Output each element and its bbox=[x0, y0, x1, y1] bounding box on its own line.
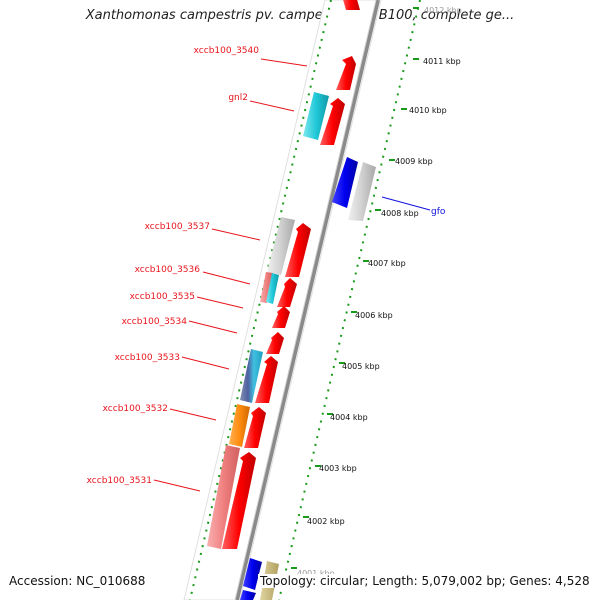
kbp-label: 4003 kbp bbox=[319, 464, 357, 473]
kbp-label: 4010 kbp bbox=[409, 106, 447, 115]
forward-strand-genes[interactable] bbox=[222, 0, 360, 549]
kbp-label: 4012 kbp bbox=[424, 6, 462, 15]
gene-label-xccb100-3531[interactable]: xccb100_3531 bbox=[87, 476, 152, 486]
gene-arrow-forward[interactable] bbox=[320, 98, 345, 145]
gene-arrow-forward[interactable] bbox=[255, 356, 278, 403]
backbone-highlight bbox=[234, 0, 377, 600]
leader-line bbox=[169, 408, 217, 421]
gene-arrow-forward[interactable] bbox=[272, 306, 290, 328]
leader-line bbox=[260, 58, 308, 67]
gene-arrow-forward[interactable] bbox=[277, 278, 297, 307]
gene-arrow-forward[interactable] bbox=[266, 332, 284, 354]
gene-block-cyan[interactable] bbox=[303, 92, 329, 140]
kbp-label: 4006 kbp bbox=[355, 311, 393, 320]
reverse-strand-genes[interactable] bbox=[207, 92, 376, 600]
gene-arrow-forward[interactable] bbox=[222, 452, 256, 549]
kbp-label: 4001 kbp bbox=[297, 569, 335, 578]
gene-arrow-reverse[interactable] bbox=[240, 590, 256, 600]
gene-label-xccb100-3534[interactable]: xccb100_3534 bbox=[122, 317, 188, 327]
kbp-label: 4002 kbp bbox=[307, 517, 345, 526]
gene-block-pink[interactable] bbox=[207, 445, 240, 549]
gene-label-xccb100-3532[interactable]: xccb100_3532 bbox=[103, 404, 168, 414]
gene-label-xccb100-3536[interactable]: xccb100_3536 bbox=[135, 265, 201, 275]
kbp-label: 4011 kbp bbox=[423, 57, 461, 66]
leader-line bbox=[153, 479, 201, 492]
gene-arrow-reverse[interactable] bbox=[332, 157, 358, 208]
leader-line bbox=[202, 271, 251, 285]
gene-block-grey[interactable] bbox=[348, 162, 376, 221]
gene-arrow-forward[interactable] bbox=[244, 407, 266, 448]
gc-content-track-right bbox=[278, 0, 421, 600]
kbp-label: 4008 kbp bbox=[381, 209, 419, 218]
gene-label-xccb100-3535[interactable]: xccb100_3535 bbox=[130, 292, 195, 302]
gene-label-group[interactable]: xccb100_3540 gnl2 gfo xccb100_3537 xccb1… bbox=[87, 46, 446, 492]
gene-block-grey[interactable] bbox=[267, 217, 295, 275]
gene-label-xccb100-3540[interactable]: xccb100_3540 bbox=[194, 46, 260, 56]
gene-block-cyan[interactable] bbox=[266, 273, 279, 304]
gene-arrow-forward[interactable] bbox=[285, 223, 311, 277]
gene-label-gnl2[interactable]: gnl2 bbox=[228, 93, 248, 103]
leader-line bbox=[188, 320, 238, 334]
kbp-label: 4005 kbp bbox=[342, 362, 380, 371]
gene-block-mixed[interactable] bbox=[240, 349, 263, 403]
leader-line bbox=[381, 196, 431, 211]
leader-line bbox=[196, 296, 244, 309]
kbp-label: 4004 kbp bbox=[330, 413, 368, 422]
gene-label-xccb100-3537[interactable]: xccb100_3537 bbox=[145, 222, 210, 232]
leader-line bbox=[181, 356, 230, 370]
gene-label-xccb100-3533[interactable]: xccb100_3533 bbox=[115, 353, 180, 363]
kbp-tick-group: 4012 kbp 4011 kbp 4010 kbp 4009 kbp 4008… bbox=[291, 6, 462, 578]
accession-label: Accession: NC_010688 bbox=[7, 574, 148, 588]
gene-label-gfo[interactable]: gfo bbox=[431, 207, 446, 217]
backbone-line bbox=[235, 0, 380, 600]
gene-arrow-forward[interactable] bbox=[342, 0, 360, 10]
kbp-label: 4009 kbp bbox=[395, 157, 433, 166]
leader-line bbox=[249, 100, 295, 112]
gene-arrow-reverse[interactable] bbox=[243, 558, 262, 590]
gene-block-pink[interactable] bbox=[260, 272, 273, 303]
gene-arrow-forward[interactable] bbox=[336, 56, 356, 90]
leader-line bbox=[211, 228, 261, 241]
gc-content-track-left bbox=[189, 0, 332, 600]
gene-block-orange[interactable] bbox=[229, 404, 250, 447]
topology-label: Topology: circular; Length: 5,079,002 bp… bbox=[258, 574, 592, 588]
map-title: Xanthomonas campestris pv. campestris st… bbox=[85, 8, 515, 23]
kbp-label: 4007 kbp bbox=[368, 259, 406, 268]
